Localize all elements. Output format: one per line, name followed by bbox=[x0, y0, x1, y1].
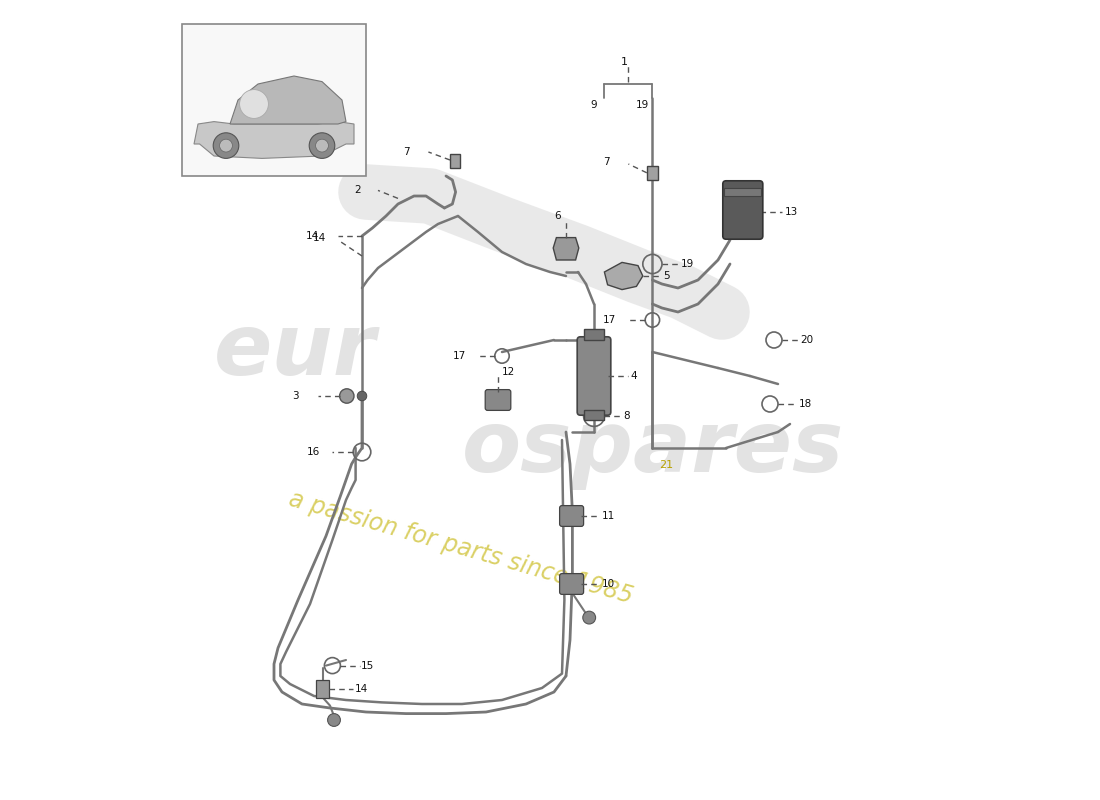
FancyBboxPatch shape bbox=[560, 506, 584, 526]
Circle shape bbox=[220, 139, 232, 152]
Text: 10: 10 bbox=[602, 579, 615, 589]
FancyBboxPatch shape bbox=[578, 337, 610, 415]
Text: 3: 3 bbox=[293, 391, 299, 401]
Text: ospares: ospares bbox=[462, 406, 845, 490]
Text: 9: 9 bbox=[591, 100, 597, 110]
Text: 15: 15 bbox=[361, 661, 374, 670]
Circle shape bbox=[309, 133, 334, 158]
Bar bbox=[584, 410, 604, 420]
Text: 13: 13 bbox=[784, 207, 798, 217]
Circle shape bbox=[240, 90, 268, 118]
Text: 8: 8 bbox=[623, 411, 629, 421]
Text: 7: 7 bbox=[603, 157, 609, 166]
Bar bbox=[317, 680, 329, 698]
Text: 19: 19 bbox=[636, 100, 649, 110]
Text: 7: 7 bbox=[403, 147, 409, 157]
FancyBboxPatch shape bbox=[560, 574, 584, 594]
Text: 19: 19 bbox=[681, 259, 694, 269]
Circle shape bbox=[316, 139, 329, 152]
Bar bbox=[182, 24, 366, 176]
Text: eur: eur bbox=[214, 310, 376, 394]
Circle shape bbox=[358, 391, 366, 401]
Text: 6: 6 bbox=[554, 211, 561, 221]
Text: 20: 20 bbox=[801, 335, 814, 345]
FancyBboxPatch shape bbox=[485, 390, 510, 410]
Circle shape bbox=[213, 133, 239, 158]
Polygon shape bbox=[230, 76, 346, 124]
Polygon shape bbox=[194, 122, 354, 158]
Bar bbox=[584, 329, 604, 340]
Text: 17: 17 bbox=[452, 351, 465, 361]
Polygon shape bbox=[553, 238, 579, 260]
Text: 14: 14 bbox=[306, 231, 319, 241]
FancyBboxPatch shape bbox=[723, 181, 762, 239]
Text: 14: 14 bbox=[312, 234, 326, 243]
Text: 11: 11 bbox=[602, 511, 615, 521]
Text: 17: 17 bbox=[603, 315, 616, 325]
Text: 4: 4 bbox=[630, 371, 637, 381]
Text: a passion for parts since 1985: a passion for parts since 1985 bbox=[286, 487, 636, 609]
Polygon shape bbox=[604, 262, 642, 290]
Text: 16: 16 bbox=[307, 447, 320, 457]
Circle shape bbox=[340, 389, 354, 403]
Text: 5: 5 bbox=[663, 271, 670, 281]
Text: 12: 12 bbox=[502, 367, 515, 377]
Text: 14: 14 bbox=[355, 684, 368, 694]
Bar bbox=[450, 154, 460, 168]
Text: 18: 18 bbox=[799, 399, 812, 409]
Bar bbox=[647, 166, 658, 180]
Circle shape bbox=[583, 611, 595, 624]
Bar bbox=[725, 188, 761, 196]
Circle shape bbox=[328, 714, 340, 726]
Text: 1: 1 bbox=[620, 57, 628, 66]
Text: 2: 2 bbox=[354, 186, 361, 195]
Text: 21: 21 bbox=[659, 460, 673, 470]
